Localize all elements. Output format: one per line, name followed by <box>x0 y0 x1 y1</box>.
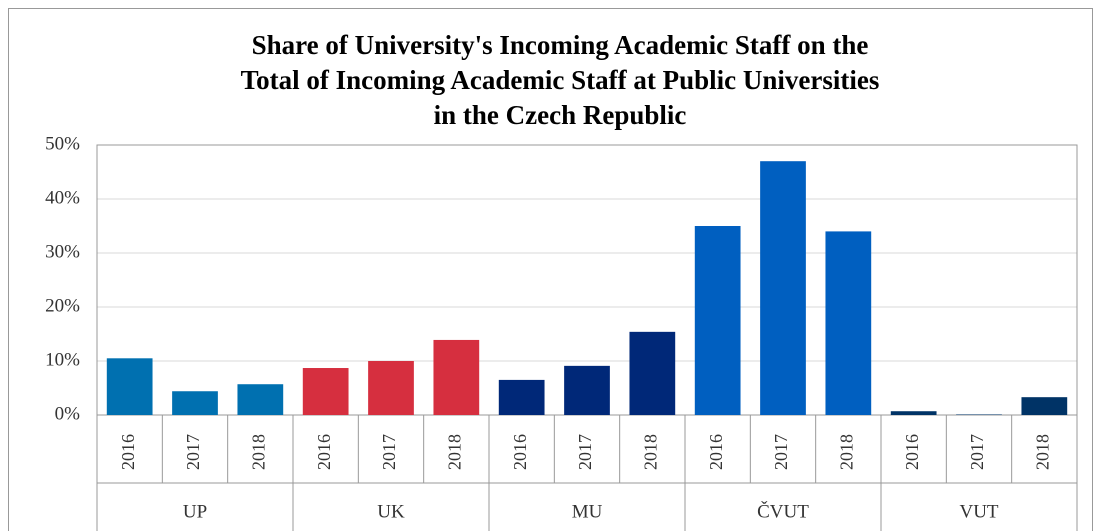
x-tick-label: 2016 <box>706 434 726 470</box>
bar <box>564 365 610 415</box>
bar <box>433 339 480 415</box>
x-tick-label: 2018 <box>1032 434 1052 470</box>
y-tick-label: 30% <box>45 241 80 262</box>
bar <box>890 411 937 415</box>
y-tick-label: 0% <box>55 403 81 424</box>
bar <box>498 379 545 415</box>
chart-title: Total of Incoming Academic Staff at Publ… <box>241 65 880 95</box>
x-tick-label: 2018 <box>444 434 464 470</box>
bar <box>694 226 741 415</box>
x-tick-label: 2017 <box>967 434 987 470</box>
x-tick-label: 2017 <box>575 434 595 470</box>
group-label: VUT <box>959 501 998 522</box>
x-tick-label: 2018 <box>248 434 268 470</box>
x-tick-label: 2016 <box>510 434 530 470</box>
group-label: UP <box>183 501 207 522</box>
y-tick-label: 20% <box>45 295 80 316</box>
y-tick-label: 40% <box>45 187 80 208</box>
x-tick-label: 2016 <box>314 434 334 470</box>
bar <box>760 161 806 415</box>
group-label: ČVUT <box>757 500 809 522</box>
x-tick-label: 2016 <box>902 434 922 470</box>
group-label: UK <box>377 501 405 522</box>
bar <box>825 231 872 415</box>
bar <box>368 361 414 415</box>
x-tick-label: 2017 <box>379 434 399 470</box>
bar <box>1021 397 1068 415</box>
bar <box>106 358 153 415</box>
chart-title: in the Czech Republic <box>434 100 687 130</box>
y-tick-label: 10% <box>45 349 80 370</box>
x-tick-label: 2018 <box>836 434 856 470</box>
chart-title: Share of University's Incoming Academic … <box>252 30 869 60</box>
bar <box>629 331 676 415</box>
x-tick-label: 2016 <box>118 434 138 470</box>
x-tick-label: 2017 <box>183 434 203 470</box>
bar <box>302 368 349 415</box>
bar <box>172 391 218 415</box>
bar <box>956 414 1002 415</box>
group-label: MU <box>572 501 603 522</box>
x-tick-label: 2017 <box>771 434 791 470</box>
y-tick-label: 50% <box>45 133 80 154</box>
x-tick-label: 2018 <box>640 434 660 470</box>
chart-frame <box>8 8 1093 531</box>
bar <box>237 384 284 415</box>
